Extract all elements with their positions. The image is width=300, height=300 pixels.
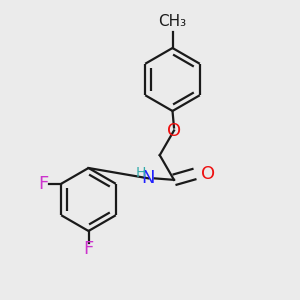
Text: F: F xyxy=(83,240,94,258)
Text: O: O xyxy=(167,122,181,140)
Text: CH₃: CH₃ xyxy=(158,14,187,29)
Text: F: F xyxy=(38,175,48,193)
Text: O: O xyxy=(201,165,215,183)
Text: N: N xyxy=(142,169,155,188)
Text: H: H xyxy=(136,166,146,180)
